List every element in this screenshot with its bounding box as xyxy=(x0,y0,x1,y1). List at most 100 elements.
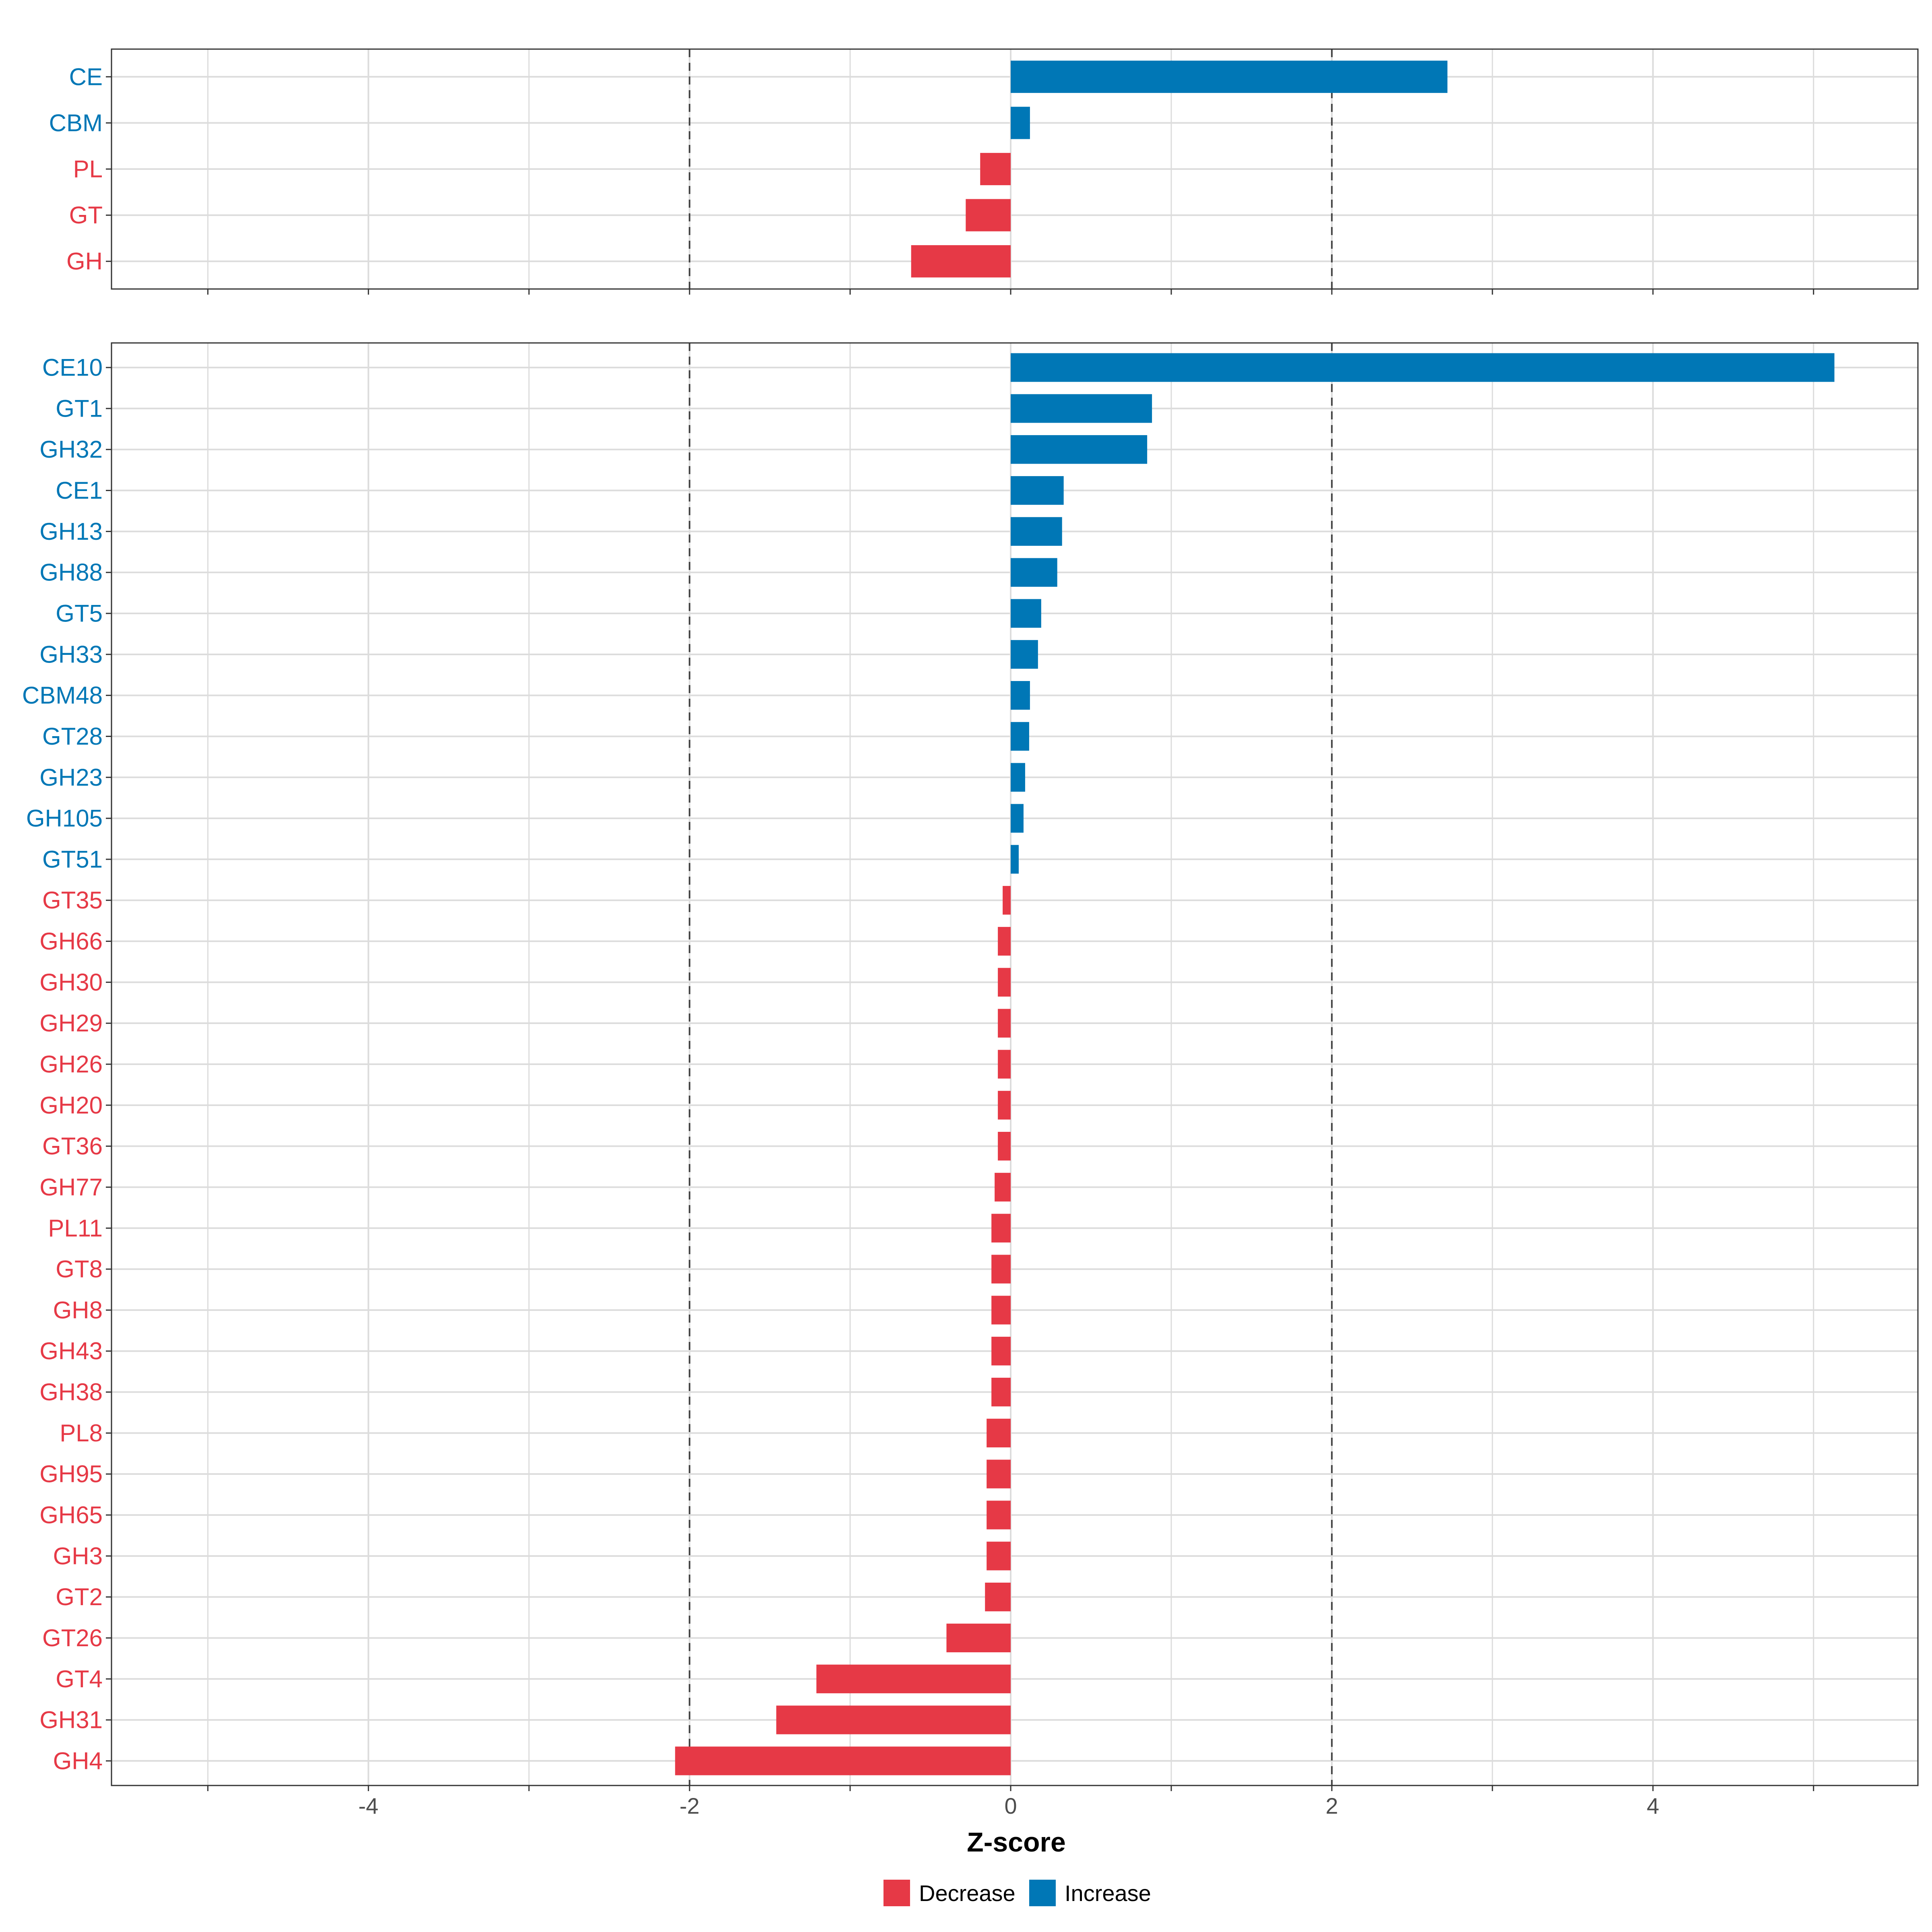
bar-ce10 xyxy=(1011,353,1835,382)
bar-gh8 xyxy=(991,1296,1011,1325)
category-label-cbm: CBM xyxy=(49,109,103,136)
category-label-gh26: GH26 xyxy=(39,1051,103,1078)
bar-gt8 xyxy=(991,1255,1011,1284)
bar-gt28 xyxy=(1011,722,1029,751)
category-label-gh4: GH4 xyxy=(53,1747,103,1774)
bar-pl xyxy=(980,153,1011,186)
bar-gh33 xyxy=(1011,640,1038,669)
x-tick-label--2: -2 xyxy=(679,1793,700,1818)
category-label-cbm48: CBM48 xyxy=(22,682,103,709)
category-label-ce: CE xyxy=(69,63,103,90)
bar-gh13 xyxy=(1011,517,1062,546)
category-label-gh20: GH20 xyxy=(39,1092,103,1119)
category-label-gh66: GH66 xyxy=(39,928,103,955)
bar-gt xyxy=(966,199,1011,231)
panel-family-level-frame xyxy=(111,342,1919,1786)
bar-cbm xyxy=(1011,107,1030,139)
bar-gh38 xyxy=(991,1377,1011,1407)
bar-gh23 xyxy=(1011,763,1025,792)
x-tick-label-4: 4 xyxy=(1647,1793,1659,1818)
x-tick-label--4: -4 xyxy=(358,1793,378,1818)
panel-class-level-bars xyxy=(911,60,1448,278)
bar-gh30 xyxy=(998,968,1011,997)
category-label-gh77: GH77 xyxy=(39,1174,103,1201)
category-label-gh38: GH38 xyxy=(39,1379,103,1406)
category-label-ce1: CE1 xyxy=(56,477,103,504)
bar-ce xyxy=(1011,60,1448,93)
category-label-pl11: PL11 xyxy=(48,1215,103,1242)
panel-family-level-grid xyxy=(111,343,1918,1785)
bar-ce1 xyxy=(1011,476,1064,505)
bar-gt36 xyxy=(998,1132,1011,1161)
panel-class-level-frame xyxy=(111,48,1919,290)
category-label-gh33: GH33 xyxy=(39,641,103,668)
category-label-gt28: GT28 xyxy=(42,723,103,750)
category-label-gt36: GT36 xyxy=(42,1133,103,1160)
panel-family-level: CE10 GT1 GH32 CE1 GH13 GH88 GT5 GH33 CBM48 GT28 GH… xyxy=(22,342,1919,1791)
bar-gh95 xyxy=(987,1459,1011,1488)
bar-gh32 xyxy=(1011,435,1148,464)
legend-swatch-increase xyxy=(1029,1880,1056,1906)
panel-family-level-threshold-lines xyxy=(689,343,1333,1785)
legend-label-decrease: Decrease xyxy=(919,1880,1016,1906)
category-label-gt2: GT2 xyxy=(56,1583,103,1610)
category-label-pl8: PL8 xyxy=(60,1420,103,1447)
bar-gh29 xyxy=(998,1009,1011,1038)
category-label-gh95: GH95 xyxy=(39,1461,103,1488)
category-label-gt8: GT8 xyxy=(56,1256,103,1283)
bar-gt26 xyxy=(946,1623,1011,1653)
category-label-gh8: GH8 xyxy=(53,1296,103,1323)
category-label-ce10: CE10 xyxy=(42,354,103,381)
category-label-gt1: GT1 xyxy=(56,395,103,422)
bar-gt2 xyxy=(985,1583,1011,1612)
category-label-gh30: GH30 xyxy=(39,969,103,996)
panel-family-level-ticks xyxy=(106,367,1814,1791)
bar-gt1 xyxy=(1011,394,1152,423)
bar-gh31 xyxy=(776,1705,1011,1734)
category-label-gh31: GH31 xyxy=(39,1707,103,1734)
bar-pl11 xyxy=(991,1214,1011,1243)
bar-gt51 xyxy=(1011,845,1019,874)
panel-class-level-category-labels: CE CBM PL GT GH xyxy=(49,63,103,275)
category-label-gh43: GH43 xyxy=(39,1338,103,1364)
bar-gh3 xyxy=(987,1542,1011,1571)
category-label-gh105: GH105 xyxy=(26,805,103,832)
bar-gh43 xyxy=(991,1337,1011,1366)
x-axis-title: Z-score xyxy=(967,1827,1066,1858)
legend-swatch-decrease xyxy=(883,1880,910,1906)
x-tick-label-2: 2 xyxy=(1325,1793,1338,1818)
bar-gh77 xyxy=(995,1172,1011,1202)
category-label-gh13: GH13 xyxy=(39,518,103,545)
bar-gh66 xyxy=(998,927,1011,956)
category-label-gt4: GT4 xyxy=(56,1666,103,1693)
bar-gh xyxy=(911,245,1011,278)
category-label-gt51: GT51 xyxy=(42,846,103,873)
x-axis-tick-labels: -4 -2 0 2 4 xyxy=(358,1793,1659,1818)
bar-gt4 xyxy=(816,1664,1011,1693)
bar-pl8 xyxy=(987,1418,1011,1447)
category-label-pl: PL xyxy=(73,156,103,183)
bar-gt35 xyxy=(1003,886,1011,915)
category-label-gt5: GT5 xyxy=(56,600,103,627)
panel-class-level-ticks xyxy=(106,76,1814,295)
category-label-gh: GH xyxy=(66,248,103,275)
legend: Decrease Increase xyxy=(883,1880,1151,1906)
panel-class-level: CE CBM PL GT GH xyxy=(49,48,1919,295)
bar-gh88 xyxy=(1011,558,1057,587)
category-label-gh88: GH88 xyxy=(39,559,103,586)
bar-gh65 xyxy=(987,1501,1011,1530)
bar-gh105 xyxy=(1011,804,1024,833)
category-label-gh65: GH65 xyxy=(39,1502,103,1529)
bar-cbm48 xyxy=(1011,681,1030,710)
bar-gh26 xyxy=(998,1050,1011,1079)
category-label-gt26: GT26 xyxy=(42,1624,103,1651)
category-label-gh3: GH3 xyxy=(53,1542,103,1569)
bar-gt5 xyxy=(1011,599,1041,628)
panel-family-level-bars xyxy=(675,353,1835,1775)
panel-class-level-grid xyxy=(111,49,1918,289)
category-label-gh23: GH23 xyxy=(39,764,103,791)
bar-gh4 xyxy=(675,1746,1011,1775)
category-label-gt: GT xyxy=(69,202,103,229)
